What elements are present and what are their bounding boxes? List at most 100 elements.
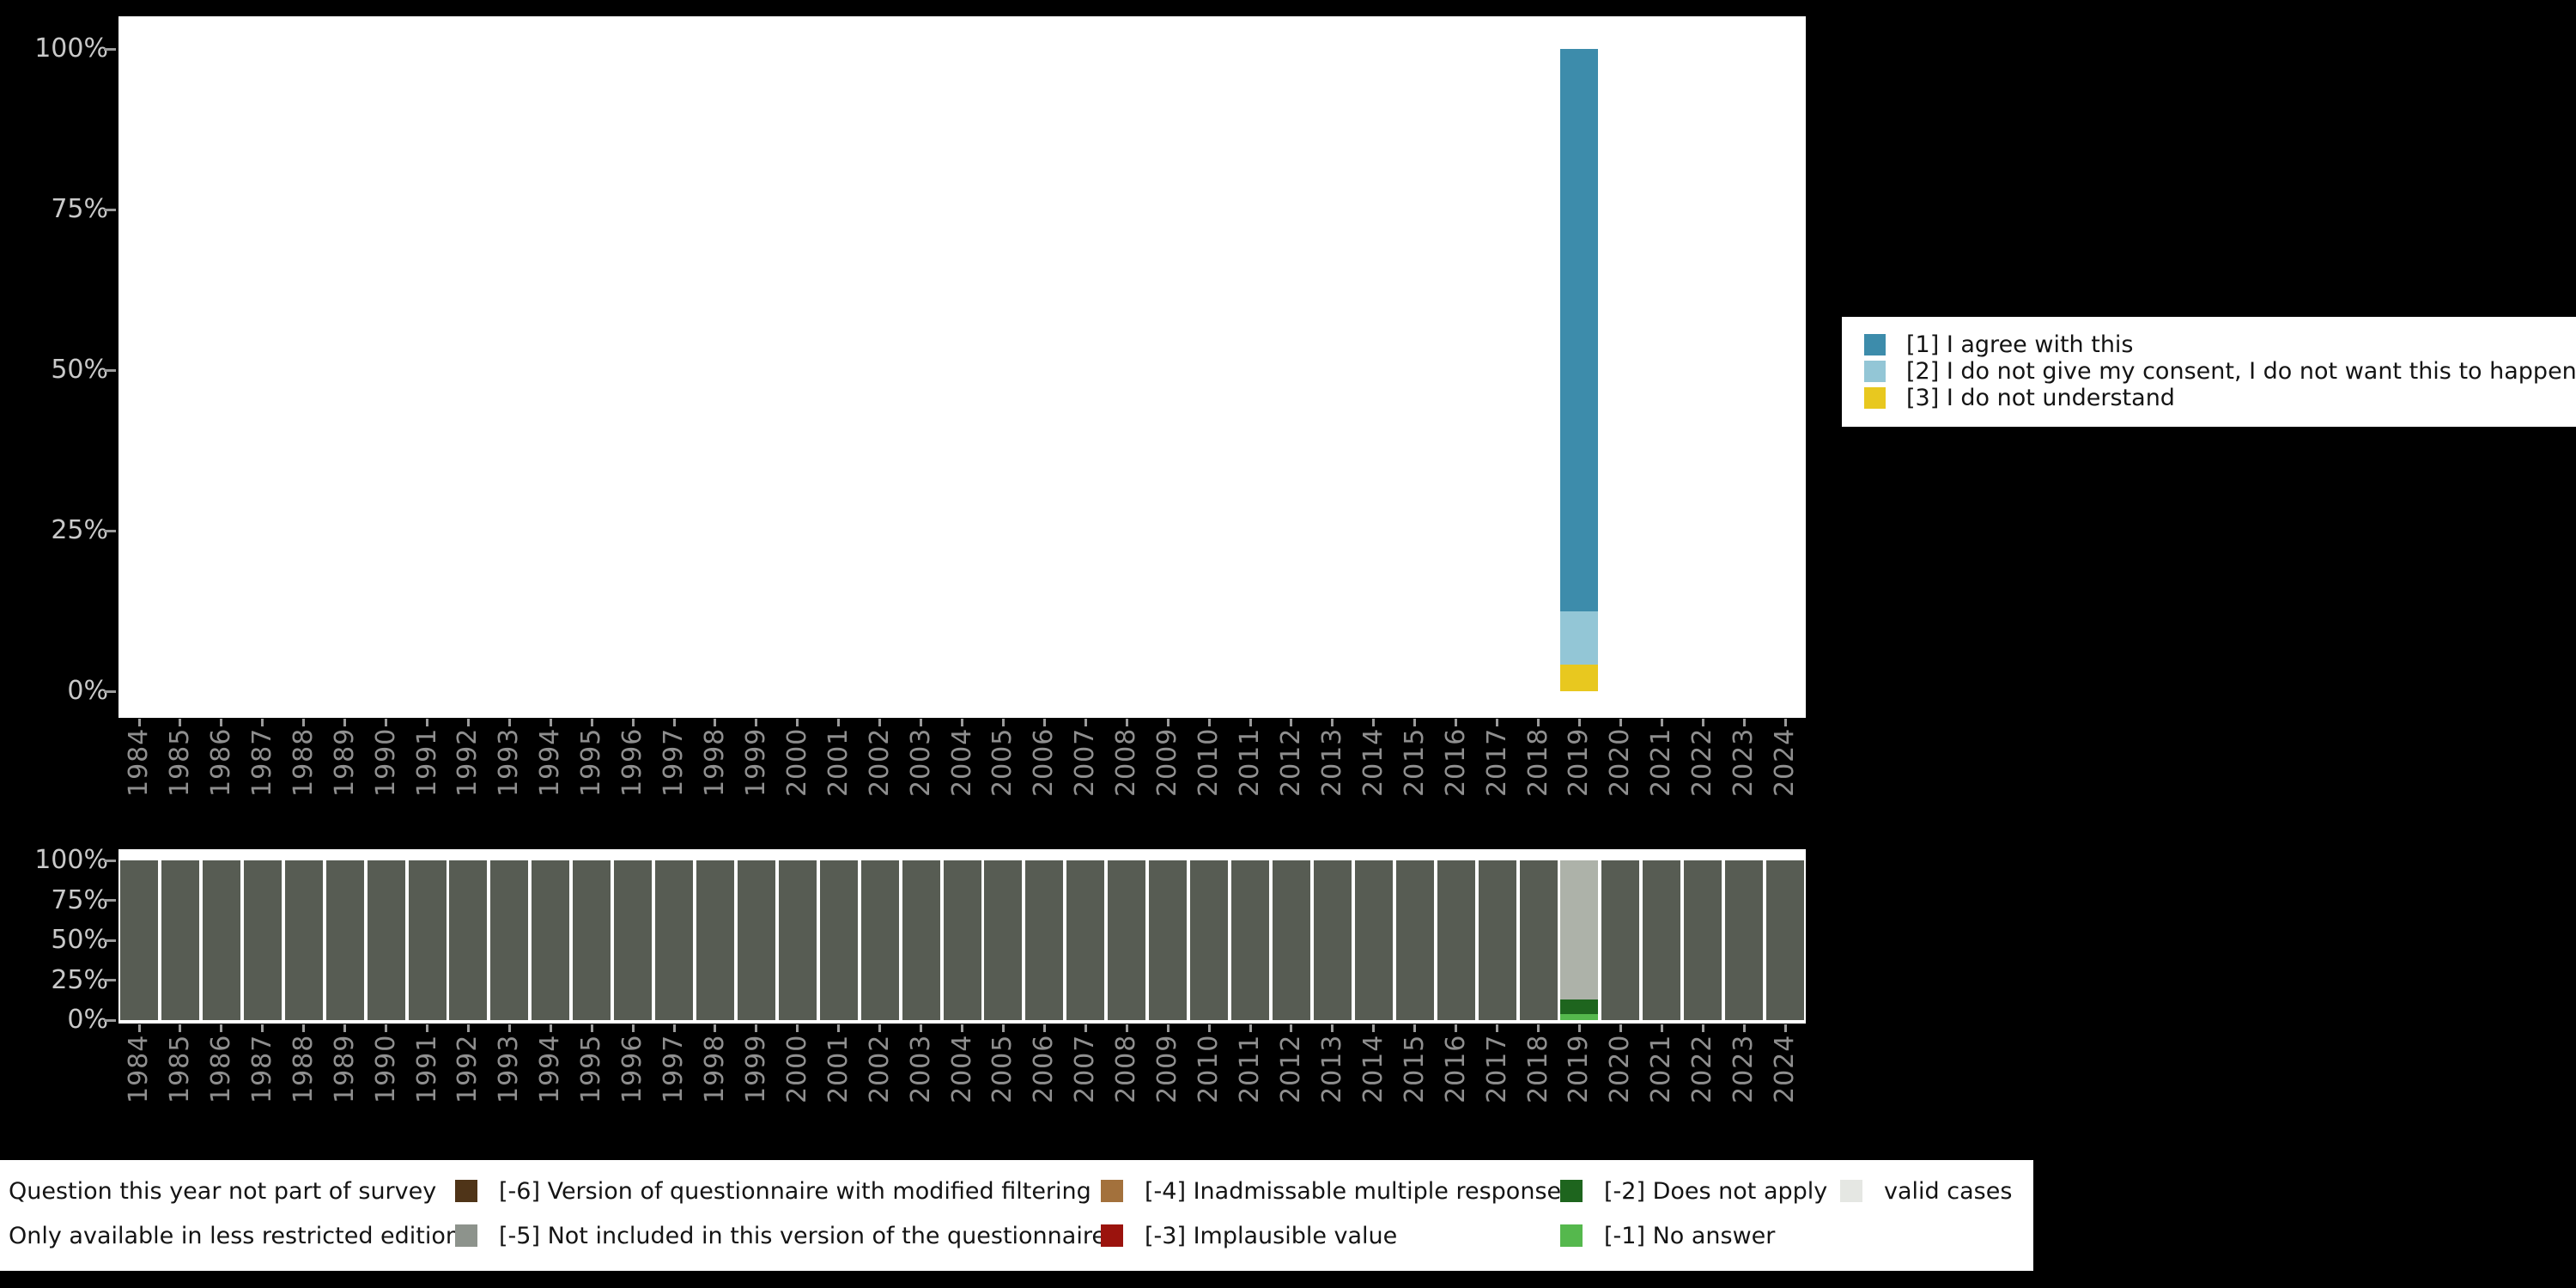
bar-segment-2019	[1560, 1013, 1599, 1020]
x-axis-year-label: 1988	[288, 1035, 319, 1104]
x-axis-tick	[385, 719, 387, 726]
x-axis-tick	[755, 719, 758, 726]
x-axis-year-label: 1985	[164, 1035, 195, 1104]
x-axis-tick	[590, 719, 593, 726]
bar-segment-1993	[490, 860, 529, 1020]
x-axis-year-label: 1996	[617, 728, 648, 798]
x-axis-tick	[137, 719, 141, 726]
x-axis-year-label: 1989	[329, 728, 360, 798]
x-axis-tick	[1455, 1024, 1458, 1032]
x-axis-year-label: 2016	[1440, 1035, 1471, 1104]
y-axis-tick-mark	[104, 47, 116, 51]
x-axis-tick	[466, 1024, 470, 1032]
x-axis-year-label: 2011	[1235, 1035, 1265, 1104]
bar-segment-2000	[778, 860, 817, 1020]
bar-segment-1984	[120, 860, 158, 1020]
y-axis-tick-mark	[104, 859, 116, 862]
x-axis-year-label: 2011	[1235, 728, 1265, 798]
x-axis-year-label: 2008	[1111, 728, 1142, 798]
bar-segment-1997	[655, 860, 693, 1020]
bar-segment-2023	[1725, 860, 1764, 1020]
x-axis-tick	[1249, 1024, 1252, 1032]
x-axis-tick	[1577, 1024, 1581, 1032]
bar-segment-2006	[1025, 860, 1064, 1020]
x-axis-year-label: 1997	[659, 728, 689, 798]
main-legend-item: [2] I do not give my consent, I do not w…	[1864, 358, 2576, 385]
y-axis-tick-label: 0%	[67, 1005, 108, 1035]
x-axis-tick	[1166, 719, 1170, 726]
x-axis-tick	[385, 1024, 387, 1032]
x-axis-year-label: 1992	[453, 1035, 483, 1104]
x-axis-year-label: 2020	[1605, 1035, 1636, 1104]
x-axis-tick	[920, 719, 923, 726]
x-axis-year-label: 1993	[494, 1035, 525, 1104]
x-axis-year-label: 1994	[535, 728, 566, 798]
missing-legend-item: [-3] Implausible value	[1101, 1223, 1560, 1249]
x-axis-year-label: 2004	[946, 728, 977, 798]
x-axis-tick	[507, 719, 511, 726]
x-axis-year-label: 1998	[699, 1035, 730, 1104]
x-axis-tick	[1042, 1024, 1046, 1032]
x-axis-tick	[549, 719, 552, 726]
x-axis-tick	[1701, 1024, 1704, 1032]
x-axis-tick	[1331, 719, 1334, 726]
missing-values-legend	[0, 1160, 2033, 1271]
x-axis-year-label: 1995	[576, 1035, 607, 1104]
x-axis-year-label: 1996	[617, 1035, 648, 1104]
bar-segment-1987	[243, 860, 282, 1020]
x-axis-year-label: 2006	[1029, 728, 1060, 798]
x-axis-tick	[1742, 719, 1746, 726]
x-axis-tick	[1001, 719, 1005, 726]
x-axis-tick	[1084, 719, 1087, 726]
x-axis-tick	[1125, 719, 1128, 726]
x-axis-year-label: 1987	[246, 1035, 277, 1104]
missing-legend-swatch	[1101, 1180, 1123, 1202]
bar-segment-2014	[1354, 860, 1393, 1020]
bar-segment-2005	[984, 860, 1023, 1020]
x-axis-year-label: 2013	[1316, 1035, 1347, 1104]
missing-legend-item: valid cases	[1840, 1178, 2012, 1205]
x-axis-tick	[1701, 719, 1704, 726]
x-axis-tick	[796, 719, 799, 726]
x-axis-year-label: 2019	[1564, 728, 1595, 798]
bar-segment-2019	[1560, 999, 1599, 1014]
bar-segment-2013	[1313, 860, 1352, 1020]
bar-segment-2003	[902, 860, 940, 1020]
x-axis-year-label: 2022	[1687, 728, 1718, 798]
x-axis-year-label: 2023	[1728, 1035, 1759, 1104]
bar-segment-2008	[1108, 860, 1146, 1020]
missing-legend-item: [-4] Inadmissable multiple response	[1101, 1178, 1561, 1205]
missing-legend-swatch	[455, 1224, 477, 1247]
missing-legend-swatch	[1560, 1180, 1583, 1202]
missing-legend-label: [-6] Version of questionnaire with modif…	[499, 1177, 1091, 1205]
x-axis-tick	[755, 1024, 758, 1032]
x-axis-year-label: 2005	[987, 728, 1018, 798]
x-axis-tick	[1042, 719, 1046, 726]
x-axis-tick	[631, 1024, 635, 1032]
x-axis-tick	[878, 1024, 882, 1032]
x-axis-year-label: 2017	[1481, 728, 1512, 798]
x-axis-year-label: 2021	[1646, 728, 1677, 798]
x-axis-year-label: 2009	[1152, 728, 1183, 798]
x-axis-tick	[549, 1024, 552, 1032]
x-axis-tick	[302, 1024, 306, 1032]
x-axis-year-label: 2012	[1275, 728, 1306, 798]
x-axis-tick	[1537, 719, 1540, 726]
x-axis-tick	[961, 1024, 963, 1032]
main-legend-item: [1] I agree with this	[1864, 331, 2576, 358]
bar-segment-2019	[1560, 860, 1599, 999]
x-axis-year-label: 1990	[370, 1035, 401, 1104]
main-legend-item: [3] I do not understand	[1864, 385, 2576, 411]
y-axis-tick-mark	[104, 208, 116, 211]
bar-segment-1985	[161, 860, 199, 1020]
x-axis-year-label: 2015	[1399, 1035, 1430, 1104]
x-axis-tick	[426, 719, 428, 726]
x-axis-tick	[1207, 719, 1211, 726]
bar-segment-2010	[1190, 860, 1229, 1020]
main-legend: [1] I agree with this [2] I do not give m…	[1842, 317, 2576, 427]
x-axis-year-label: 2004	[946, 1035, 977, 1104]
x-axis-tick	[878, 719, 882, 726]
x-axis-tick	[507, 1024, 511, 1032]
x-axis-tick	[1166, 1024, 1170, 1032]
